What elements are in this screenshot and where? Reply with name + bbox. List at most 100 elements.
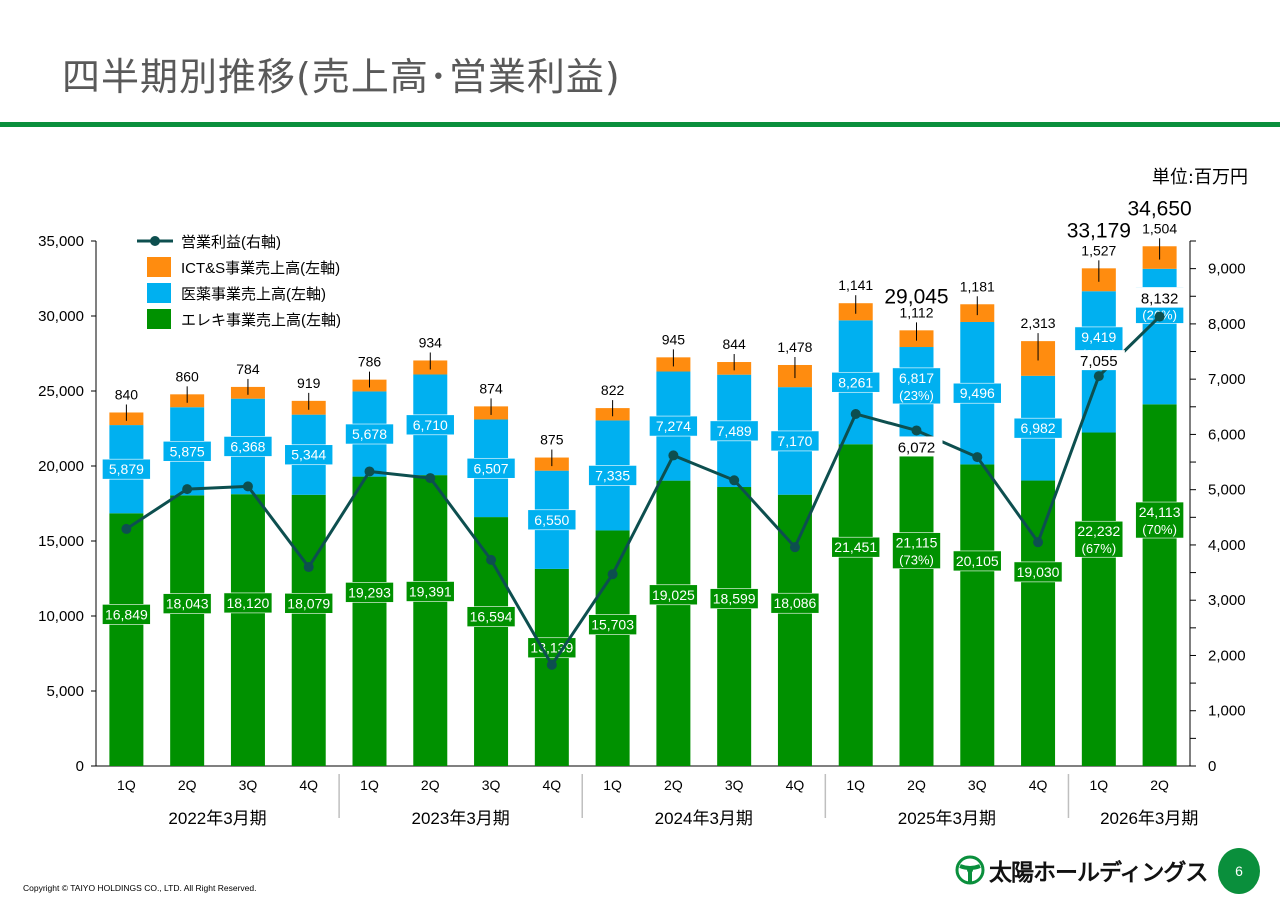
- elec-value-label-box: [1013, 561, 1063, 583]
- x-axis-quarter-label: 2Q: [421, 777, 440, 793]
- steering-wheel-logo-icon: [955, 855, 985, 885]
- title-divider: [0, 122, 1280, 127]
- elec-value-label-box: [345, 582, 394, 603]
- operating-profit-label: 6,072: [898, 439, 936, 456]
- copyright-text: Copyright © TAIYO HOLDINGS CO., LTD. All…: [23, 883, 257, 893]
- bar-segment-elec: [777, 494, 812, 766]
- bar-segment-elec: [717, 487, 752, 766]
- bar-segment-elec: [656, 480, 691, 766]
- pharma-value-label-box: [1013, 417, 1063, 439]
- x-axis-quarter-label: 2Q: [664, 777, 683, 793]
- fiscal-year-label: 2022年3月期: [168, 809, 266, 828]
- operating-profit-label-bg: [1072, 350, 1125, 371]
- icts-value-label: 786: [358, 354, 382, 370]
- operating-profit-point: [182, 484, 193, 495]
- left-axis-tick-label: 35,000: [38, 233, 84, 250]
- pharma-value-label: 7,489: [717, 423, 752, 439]
- icts-value-label: 1,527: [1081, 242, 1116, 258]
- icts-value-label: 1,478: [777, 339, 812, 355]
- bar-segment-elec: [413, 475, 448, 766]
- operating-profit-point: [1154, 311, 1165, 322]
- pharma-value-label: 7,170: [777, 433, 812, 449]
- icts-value-label: 934: [419, 334, 443, 350]
- icts-value-label: 945: [662, 331, 686, 347]
- right-axis-tick-label: 7,000: [1208, 371, 1246, 388]
- right-axis-tick-label: 5,000: [1208, 482, 1246, 499]
- operating-profit-line: [125, 315, 1161, 667]
- right-axis-tick-label: 6,000: [1208, 426, 1246, 443]
- elec-value-label-box: [952, 550, 1002, 572]
- unit-label: 単位:百万円: [1151, 167, 1248, 188]
- operating-profit-point: [425, 473, 436, 484]
- elec-value-label: 18,043: [166, 596, 209, 612]
- company-logo: 太陽ホールディングス: [955, 853, 1208, 887]
- operating-profit-point: [607, 569, 618, 580]
- operating-profit-point: [546, 659, 557, 670]
- operating-profit-point: [1093, 371, 1104, 382]
- elec-value-label: 21,115: [896, 535, 938, 551]
- icts-value-label: 2,313: [1021, 315, 1056, 331]
- left-axis-tick-label: 30,000: [38, 308, 84, 325]
- operating-profit-point: [303, 562, 314, 573]
- pharma-value-label: 5,344: [291, 447, 326, 463]
- pharma-value-label-box: [649, 415, 698, 437]
- pharma-value-label-box: [952, 382, 1002, 404]
- icts-value-label: 1,112: [900, 304, 934, 320]
- bar-segment-elec: [291, 494, 326, 766]
- elec-value-label: 18,599: [713, 591, 756, 607]
- operating-profit-point: [242, 481, 253, 492]
- elec-value-label-box: [1135, 501, 1184, 539]
- x-axis-quarter-label: 3Q: [239, 777, 258, 793]
- pharma-value-label-box: [284, 444, 334, 466]
- right-axis-tick-label: 4,000: [1208, 537, 1246, 554]
- bar-segment-elec: [109, 513, 144, 766]
- x-axis-quarter-label: 4Q: [542, 777, 561, 793]
- legend-box-swatch: [147, 257, 171, 277]
- pharma-value-label: 8,261: [838, 374, 873, 390]
- operating-profit-label: 8,132: [1141, 291, 1179, 308]
- elec-value-label: 18,120: [227, 595, 270, 611]
- elec-value-label-box: [1074, 520, 1124, 558]
- elec-value-label-box: [892, 532, 941, 569]
- total-sales-label: 34,650: [1127, 197, 1191, 220]
- legend-item-label: エレキ事業売上高(左軸): [181, 312, 341, 329]
- elec-value-label-box: [709, 588, 759, 609]
- left-axis-tick-label: 25,000: [38, 383, 84, 400]
- operating-profit-point: [1033, 537, 1044, 548]
- pharma-value-label-box: [588, 465, 637, 486]
- right-axis-tick-label: 9,000: [1208, 261, 1246, 278]
- icts-value-label: 1,504: [1142, 220, 1177, 236]
- pharma-value-label: 6,710: [413, 417, 448, 433]
- elec-value-label: 19,030: [1017, 564, 1060, 580]
- bar-segment-elec: [352, 476, 387, 766]
- pharma-value-label-box: [770, 430, 820, 452]
- elec-value-label-box: [162, 593, 212, 614]
- operating-profit-label-bg: [1133, 287, 1186, 308]
- pharma-value-label-box: [831, 371, 881, 393]
- elec-value-label: 24,113: [1139, 504, 1181, 520]
- x-axis-quarter-label: 1Q: [603, 777, 622, 793]
- elec-value-label: 20,105: [956, 553, 999, 569]
- right-axis-tick-label: 1,000: [1208, 703, 1246, 720]
- elec-value-label-box: [284, 592, 334, 614]
- elec-share-label: (70%): [1142, 522, 1177, 537]
- icts-value-label: 1,181: [960, 278, 995, 294]
- pharma-value-label: 9,496: [960, 385, 995, 401]
- bar-segment-elec: [960, 464, 995, 766]
- pharma-value-label-box: [466, 457, 516, 479]
- pharma-value-label: 6,982: [1021, 420, 1056, 436]
- left-axis-tick-label: 15,000: [38, 533, 84, 550]
- legend-item-label: 医薬事業売上高(左軸): [181, 286, 326, 303]
- icts-value-label: 840: [115, 386, 139, 402]
- elec-value-label: 18,079: [287, 595, 330, 611]
- pharma-share-label: (23%): [899, 388, 934, 403]
- icts-value-label: 844: [722, 336, 746, 352]
- operating-profit-point: [121, 523, 132, 534]
- x-axis-quarter-label: 2Q: [1150, 777, 1169, 793]
- elec-value-label-box: [831, 536, 881, 558]
- pharma-value-label-box: [405, 414, 455, 436]
- legend-item-label: 営業利益(右軸): [181, 234, 281, 251]
- left-axis-tick-label: 10,000: [38, 608, 84, 625]
- left-axis-tick-label: 20,000: [38, 458, 84, 475]
